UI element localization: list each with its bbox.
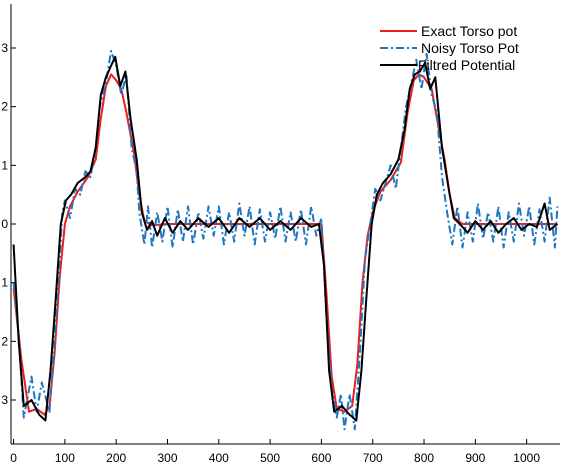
x-tick-label: 600 [311, 451, 331, 465]
x-tick-label: 300 [157, 451, 177, 465]
legend-label-noisy: Noisy Torso Pot [421, 40, 519, 56]
legend: Exact Torso pot Noisy Torso Pot Filtred … [380, 23, 519, 73]
y-tick-label: 3 [1, 393, 8, 407]
x-tick-label: 900 [465, 451, 485, 465]
x-tick-label: 100 [55, 451, 75, 465]
x-tick-label: 400 [209, 451, 229, 465]
series-line-2 [12, 55, 559, 422]
x-tick-label: 500 [260, 451, 280, 465]
x-tick-label: 800 [414, 451, 434, 465]
x-tick-label: 200 [106, 451, 126, 465]
y-tick-label: 3 [1, 41, 8, 55]
ticks: 0 100 200 300 400 500 600 700 800 900 1000 3 2 1 0 1 2 3 [1, 41, 540, 465]
series-layer [12, 49, 559, 431]
legend-label-exact: Exact Torso pot [421, 23, 517, 39]
x-tick-label: 700 [363, 451, 383, 465]
legend-label-filtred: Filtred Potential [418, 57, 515, 73]
y-tick-label: 0 [1, 217, 8, 231]
y-tick-label: 1 [1, 276, 8, 290]
x-tick-label: 0 [10, 451, 17, 465]
x-tick-label: 1000 [513, 451, 540, 465]
y-tick-label: 2 [1, 100, 8, 114]
series-line-1 [12, 49, 559, 431]
y-tick-label: 1 [1, 158, 8, 172]
y-tick-label: 2 [1, 334, 8, 348]
